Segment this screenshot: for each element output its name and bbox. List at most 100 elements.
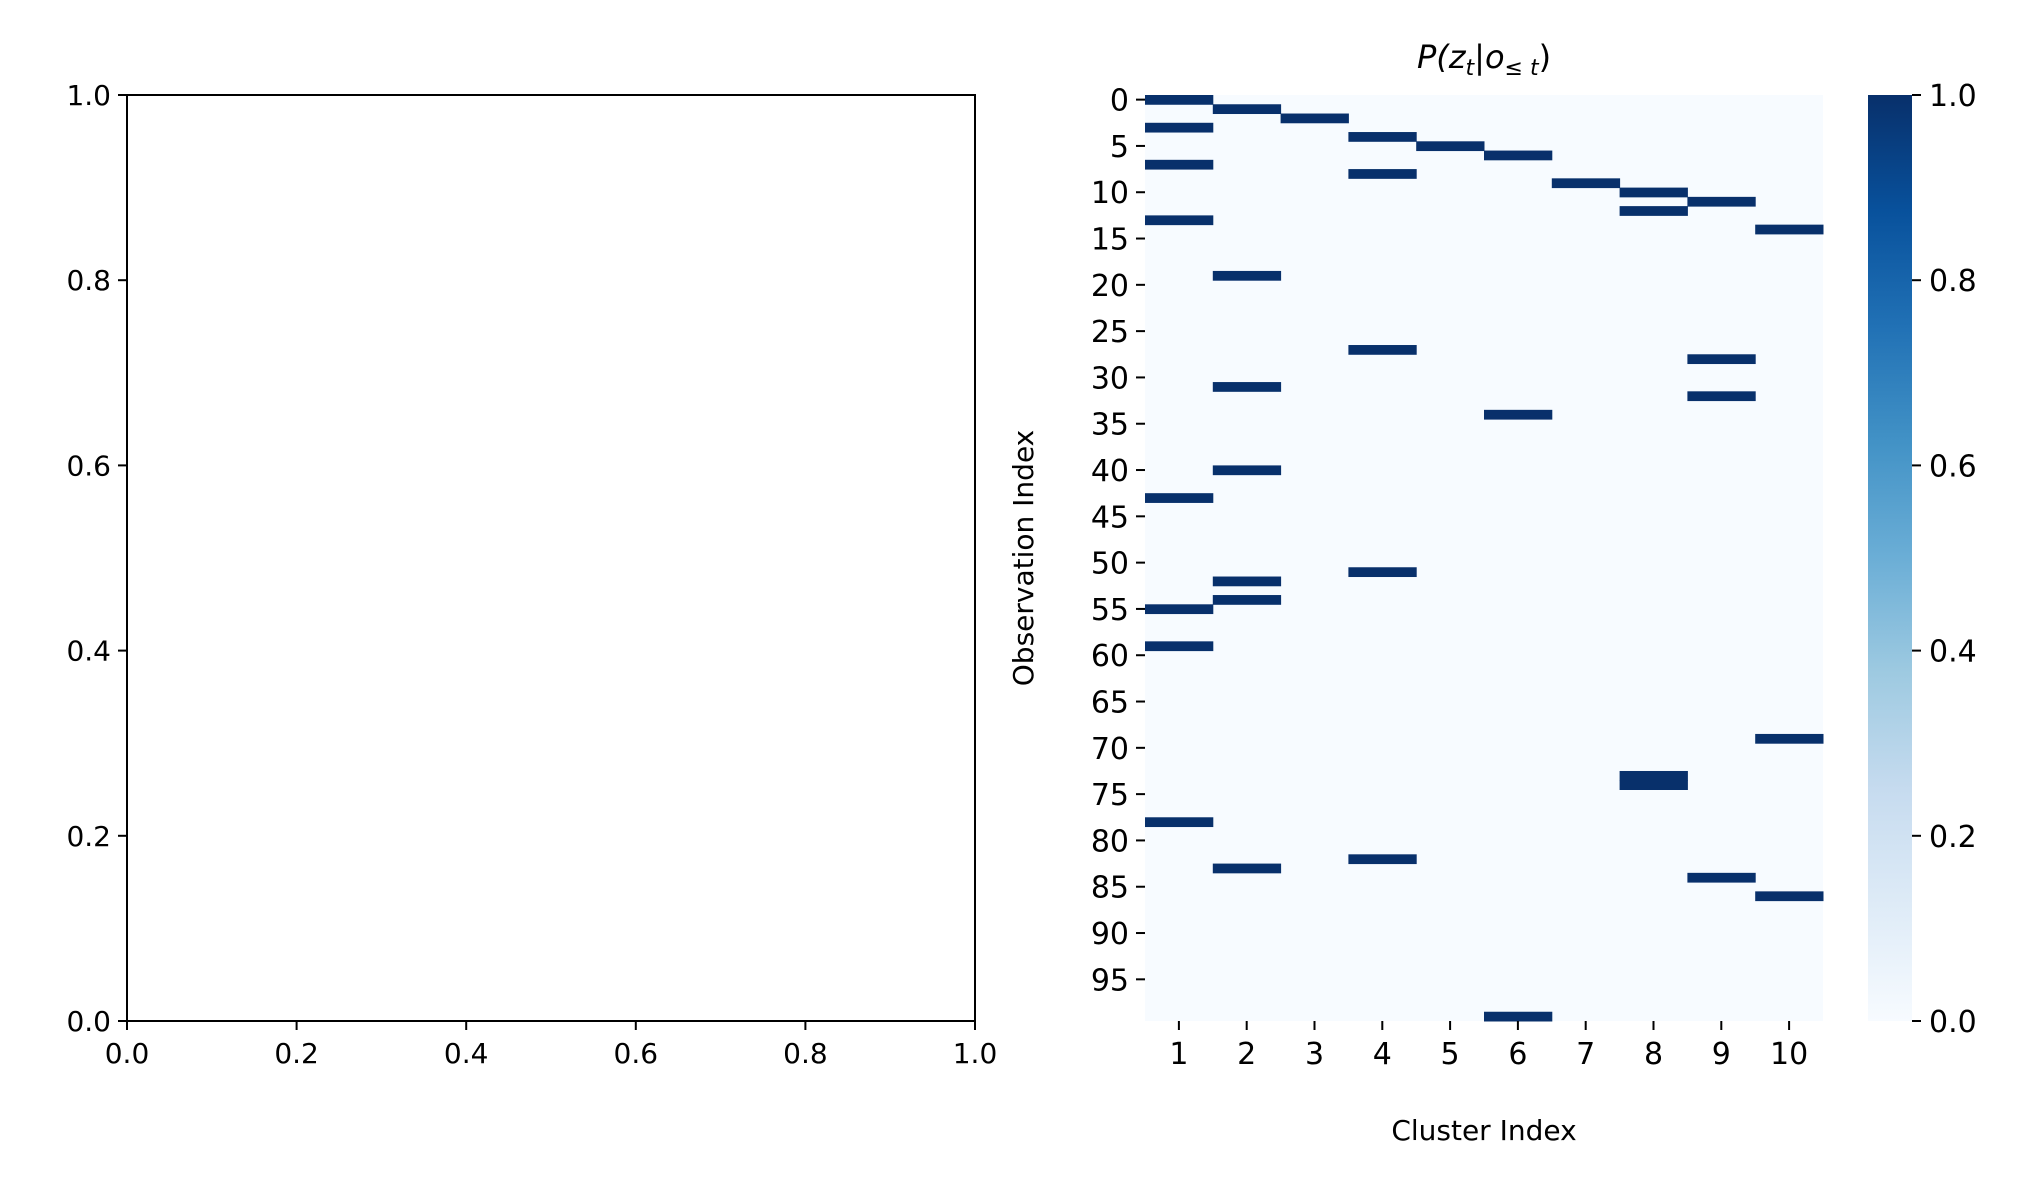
heatmap-y-tick-label: 30 xyxy=(1091,361,1129,396)
heatmap-cell xyxy=(1212,465,1282,476)
heatmap-x-tick-label: 8 xyxy=(1644,1037,1663,1072)
colorbar-tick-label: 0.2 xyxy=(1929,820,1977,855)
empty-axes-y-ticks: 0.0 0.2 0.4 0.6 0.8 1.0 xyxy=(66,79,127,1038)
heatmap-cell xyxy=(1755,224,1824,235)
heatmap-title-mid: |o xyxy=(1474,38,1504,76)
heatmap-cell xyxy=(1484,409,1553,420)
heatmap-y-tick-label: 85 xyxy=(1091,871,1129,906)
heatmap: 1 2 3 4 5 6 7 8 9 10 0510152025303540455055606570… xyxy=(1007,38,1824,1147)
heatmap-cell xyxy=(1145,95,1214,105)
colorbar-tick-label: 1.0 xyxy=(1929,79,1977,114)
heatmap-cell xyxy=(1145,817,1214,828)
heatmap-cell xyxy=(1687,391,1756,402)
heatmap-cell xyxy=(1619,187,1688,198)
heatmap-x-tick-label: 3 xyxy=(1305,1037,1324,1072)
heatmap-x-tick-label: 9 xyxy=(1712,1037,1731,1072)
heatmap-cell xyxy=(1212,382,1282,392)
heatmap-y-axis-label: Observation Index xyxy=(1007,430,1040,686)
empty-axes: 0.0 0.2 0.4 0.6 0.8 1.0 0.0 0.2 0.4 0.6 0.8 1.0 xyxy=(66,79,997,1070)
heatmap-cell xyxy=(1619,780,1688,790)
heatmap-y-tick-label: 60 xyxy=(1091,639,1129,674)
heatmap-y-tick-label: 95 xyxy=(1091,963,1129,998)
heatmap-y-tick-label: 20 xyxy=(1091,269,1129,304)
empty-axes-x-ticks: 0.0 0.2 0.4 0.6 0.8 1.0 xyxy=(105,1021,998,1070)
x-tick-label: 0.2 xyxy=(274,1037,319,1070)
heatmap-title-sub1: t xyxy=(1466,56,1476,81)
y-tick-label: 0.2 xyxy=(66,820,111,853)
heatmap-x-axis-label: Cluster Index xyxy=(1391,1114,1576,1147)
x-tick-label: 1.0 xyxy=(953,1037,998,1070)
heatmap-cell xyxy=(1348,345,1417,355)
heatmap-cell xyxy=(1145,604,1214,615)
heatmap-x-tick-label: 1 xyxy=(1169,1037,1188,1072)
heatmap-cell xyxy=(1145,215,1214,226)
heatmap-y-tick-label: 90 xyxy=(1091,917,1129,952)
x-tick-label: 0.0 xyxy=(105,1037,150,1070)
heatmap-cell xyxy=(1619,770,1688,781)
heatmap-title-main: P(z xyxy=(1417,38,1467,76)
heatmap-cell xyxy=(1484,1011,1553,1022)
heatmap-x-tick-label: 6 xyxy=(1508,1037,1527,1072)
colorbar: 0.0 0.2 0.4 0.6 0.8 1.0 xyxy=(1868,79,1977,1040)
heatmap-cell xyxy=(1145,493,1214,503)
heatmap-cell xyxy=(1755,891,1824,902)
x-tick-label: 0.4 xyxy=(444,1037,489,1070)
y-tick-label: 0.8 xyxy=(66,264,111,297)
heatmap-cell xyxy=(1212,104,1282,115)
heatmap-cell xyxy=(1212,270,1282,281)
heatmap-title-end: ) xyxy=(1539,38,1551,76)
heatmap-x-tick-label: 7 xyxy=(1576,1037,1595,1072)
heatmap-cell xyxy=(1755,733,1824,744)
heatmap-cell xyxy=(1687,196,1756,207)
heatmap-x-ticks: 1 2 3 4 5 6 7 8 9 10 xyxy=(1169,1021,1808,1072)
heatmap-y-tick-label: 40 xyxy=(1091,454,1129,489)
heatmap-y-tick-label: 0 xyxy=(1110,84,1129,119)
heatmap-cell xyxy=(1348,132,1417,142)
heatmap-y-tick-label: 75 xyxy=(1091,778,1129,813)
y-tick-label: 0.4 xyxy=(66,635,111,668)
heatmap-cell xyxy=(1484,150,1553,161)
x-tick-label: 0.6 xyxy=(614,1037,659,1070)
heatmap-y-tick-label: 10 xyxy=(1091,176,1129,211)
heatmap-y-tick-label: 15 xyxy=(1091,223,1129,258)
heatmap-cell xyxy=(1551,178,1621,189)
heatmap-cell xyxy=(1280,113,1349,124)
heatmap-y-tick-label: 50 xyxy=(1091,547,1129,582)
y-tick-label: 1.0 xyxy=(66,79,111,112)
heatmap-y-tick-label: 70 xyxy=(1091,732,1129,767)
heatmap-cell xyxy=(1348,854,1417,865)
y-tick-label: 0.6 xyxy=(66,449,111,482)
heatmap-x-tick-label: 5 xyxy=(1441,1037,1460,1072)
heatmap-cell xyxy=(1416,141,1485,152)
x-tick-label: 0.8 xyxy=(783,1037,828,1070)
heatmap-cell xyxy=(1348,169,1417,179)
heatmap-y-tick-label: 45 xyxy=(1091,500,1129,535)
colorbar-tick-label: 0.0 xyxy=(1929,1005,1977,1040)
heatmap-cell xyxy=(1145,122,1214,133)
colorbar-tick-label: 0.8 xyxy=(1929,264,1977,299)
colorbar-tick-label: 0.6 xyxy=(1929,449,1977,484)
heatmap-cell xyxy=(1212,863,1282,874)
heatmap-cell xyxy=(1212,595,1282,605)
heatmap-cell xyxy=(1619,206,1688,216)
heatmap-title: P(zt|o≤ t) xyxy=(1417,38,1551,81)
heatmap-x-tick-label: 10 xyxy=(1770,1037,1808,1072)
colorbar-ticks: 0.0 0.2 0.4 0.6 0.8 1.0 xyxy=(1912,79,1977,1040)
heatmap-title-sub2: ≤ t xyxy=(1505,56,1540,81)
heatmap-y-ticks: 0 5 10 15 20 25 30 35 40 45 50 55 60 65 70 75 80 85 90 95 xyxy=(1091,84,1145,998)
heatmap-cell xyxy=(1145,641,1214,652)
heatmap-cell xyxy=(1687,354,1756,365)
heatmap-y-tick-label: 25 xyxy=(1091,315,1129,350)
colorbar-gradient xyxy=(1868,95,1912,1021)
heatmap-y-tick-label: 5 xyxy=(1110,130,1129,165)
heatmap-cell xyxy=(1348,567,1417,578)
heatmap-y-tick-label: 80 xyxy=(1091,824,1129,859)
empty-axes-frame xyxy=(126,94,976,1022)
heatmap-y-tick-label: 65 xyxy=(1091,686,1129,721)
heatmap-cells xyxy=(1145,95,1824,1022)
y-tick-label: 0.0 xyxy=(66,1005,111,1038)
heatmap-y-tick-label: 35 xyxy=(1091,408,1129,443)
heatmap-cell xyxy=(1145,159,1214,170)
heatmap-cell xyxy=(1687,872,1756,883)
